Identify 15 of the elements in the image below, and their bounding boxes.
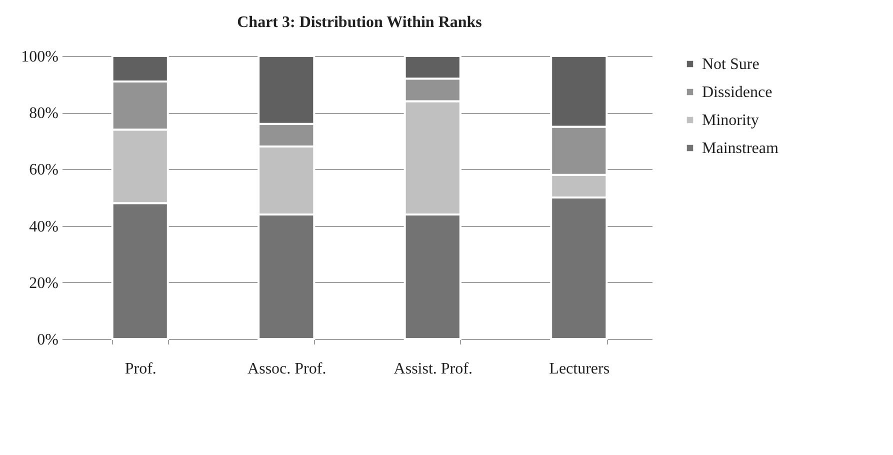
y-tick-label: 60% [29,162,58,179]
x-tick-label: Assist. Prof. [394,360,472,378]
y-tick-label: 40% [29,218,58,236]
y-tick-label: 0% [37,332,58,348]
x-tick-label: Lecturers [549,360,610,378]
legend-label: Mainstream [702,140,779,157]
legend-label: Dissidence [702,84,772,101]
x-tick-label: Prof. [124,360,156,378]
x-tick-label: Assoc. Prof. [248,360,326,378]
y-tick-label: 100% [21,48,58,66]
y-tick-label: 20% [29,274,58,292]
legend-label: Not Sure [702,56,760,73]
y-tick-label: 80% [29,105,58,122]
legend-label: Minority [702,112,759,129]
chart-title: Chart 3: Distribution Within Ranks [237,14,482,31]
